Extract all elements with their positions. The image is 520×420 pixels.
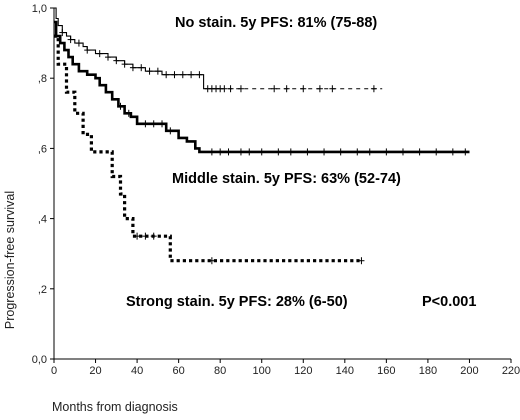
- x-tick-label: 40: [131, 365, 143, 377]
- x-tick-label: 180: [419, 365, 437, 377]
- x-tick-label: 200: [460, 365, 478, 377]
- annotation-strong-stain: Strong stain. 5y PFS: 28% (6-50): [126, 294, 348, 310]
- annotation-p-value: P<0.001: [422, 294, 476, 310]
- y-tick-label: ,8: [38, 73, 47, 85]
- y-tick-label: ,6: [38, 143, 47, 155]
- y-tick-label: ,4: [38, 214, 47, 226]
- x-tick-label: 20: [89, 365, 101, 377]
- y-tick-label: 1,0: [32, 3, 47, 15]
- annotation-no-stain: No stain. 5y PFS: 81% (75-88): [175, 15, 377, 31]
- x-tick-label: 60: [173, 365, 185, 377]
- annotations: No stain. 5y PFS: 81% (75-88) Middle sta…: [126, 15, 476, 310]
- y-tick-label: ,2: [38, 284, 47, 296]
- x-tick-label: 160: [377, 365, 395, 377]
- x-tick-label: 100: [253, 365, 271, 377]
- series-1: [54, 7, 383, 93]
- x-tick-label: 140: [336, 365, 354, 377]
- series-3: [54, 34, 365, 265]
- survival-curves: [54, 7, 470, 265]
- x-axis-label: Months from diagnosis: [52, 400, 178, 414]
- y-axis-label: Progression-free survival: [3, 191, 17, 329]
- x-tick-label: 220: [502, 365, 520, 377]
- series-2: [54, 20, 470, 156]
- annotation-middle-stain: Middle stain. 5y PFS: 63% (52-74): [172, 171, 401, 187]
- y-tick-label: 0,0: [32, 354, 47, 366]
- curve-line: [54, 34, 362, 263]
- x-tick-label: 80: [214, 365, 226, 377]
- x-tick-label: 120: [294, 365, 312, 377]
- curve-line: [54, 20, 470, 154]
- axes: 0 20 40 60 80 100 120 140 160 180 200 220 0,0 ,2 ,4 ,6,…: [32, 3, 520, 377]
- x-tick-label: 0: [51, 365, 57, 377]
